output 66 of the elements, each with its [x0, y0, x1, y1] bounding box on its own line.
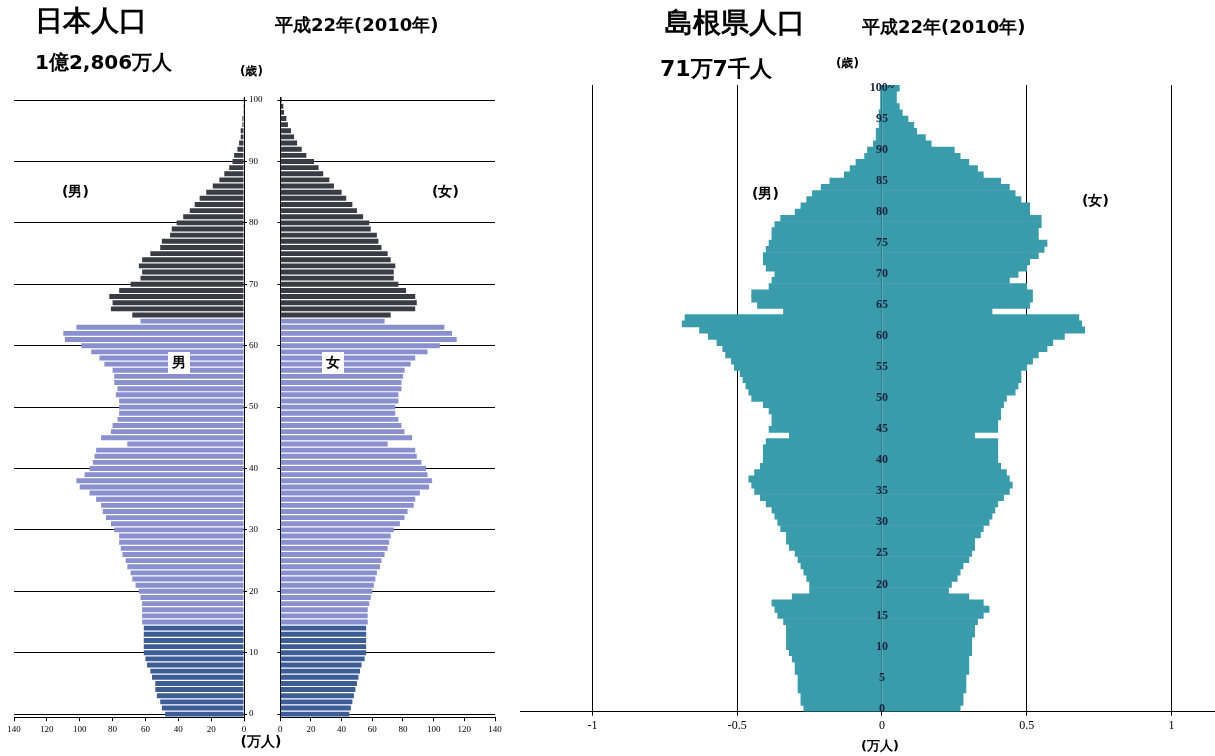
y-tick-label: 80	[875, 204, 888, 219]
x-tick-label: 0	[241, 723, 247, 734]
y-tick-label: 35	[875, 483, 888, 498]
y-tick-label: 85	[875, 173, 888, 188]
x-tick-label: 80	[398, 723, 408, 734]
y-tick-label: 30	[875, 514, 888, 529]
y-tick-label: 10	[875, 638, 888, 653]
x-tick-label: 20	[306, 723, 316, 734]
y-tick-label: 70	[249, 278, 259, 289]
y-tick-label: 0	[878, 700, 885, 715]
y-tick-label: 75	[875, 235, 888, 250]
y-tick-label: 60	[875, 328, 888, 343]
x-tick-label: 60	[367, 723, 378, 734]
y-tick-label: 20	[249, 585, 259, 596]
y-tick-label: 50	[249, 401, 259, 412]
y-tick-label: 50	[875, 390, 888, 405]
chart-title: 平成22年(2010年)	[275, 14, 439, 36]
x-tick-label: 120	[40, 723, 55, 734]
x-tick-label: 40	[337, 723, 347, 734]
x-tick-label: 100	[426, 723, 441, 734]
y-axis-title: (歳)	[240, 64, 263, 79]
y-tick-label: 90	[249, 155, 259, 166]
text: (女)	[1082, 192, 1109, 209]
y-tick-label: 30	[249, 524, 259, 535]
y-tick-label: 40	[875, 452, 888, 467]
x-tick-label: 100	[72, 723, 87, 734]
y-tick-label: 10	[249, 647, 259, 658]
annotation: 女	[322, 352, 344, 373]
y-tick-label: 20	[875, 576, 888, 591]
chart-subtitle: 1億2,806万人	[35, 50, 173, 74]
x-tick-label: 40	[173, 723, 184, 734]
x-tick-label: 120	[457, 723, 472, 734]
x-tick-label: 80	[108, 723, 118, 734]
x-tick-label: 0.5	[1019, 717, 1035, 732]
x-tick-label: 0	[278, 723, 283, 734]
x-tick-label: 60	[140, 723, 151, 734]
chart-title: 日本人口	[35, 4, 147, 38]
x-axis-title: (万人)	[860, 737, 900, 755]
y-tick-label: 70	[875, 266, 888, 281]
x-tick-label: 20	[206, 723, 217, 734]
chart-title: 島根県人口	[665, 6, 805, 40]
x-tick-label: -0.5	[727, 717, 747, 732]
chart-subtitle: 71万7千人	[660, 56, 772, 83]
y-tick-label: 80	[249, 217, 259, 228]
x-tick-label: -1	[587, 717, 598, 732]
text: (男)	[62, 183, 89, 200]
y-tick-label: 100	[249, 94, 263, 105]
y-axis-title: (歳)	[836, 56, 859, 71]
y-tick-label: 0	[249, 708, 254, 719]
y-tick-label: 40	[249, 462, 259, 473]
y-tick-label: 5	[878, 669, 885, 684]
y-tick-label: 25	[875, 545, 888, 560]
text: 平成22年(2010年)	[862, 16, 1026, 38]
x-tick-label: 1	[1168, 717, 1175, 732]
y-tick-label: 15	[875, 607, 888, 622]
y-tick-label: 60	[249, 340, 259, 351]
text: (女)	[432, 183, 459, 200]
y-tick-label: 90	[875, 142, 888, 157]
x-axis-title: (万人)	[239, 733, 283, 751]
y-tick-label: 65	[875, 297, 888, 312]
annotation: 男	[168, 352, 190, 373]
series-label: (男)	[752, 185, 779, 202]
x-tick-label: 140	[7, 723, 22, 734]
y-tick-label: 45	[875, 421, 888, 436]
y-tick-label: 55	[875, 359, 888, 374]
x-tick-label: 140	[488, 723, 503, 734]
